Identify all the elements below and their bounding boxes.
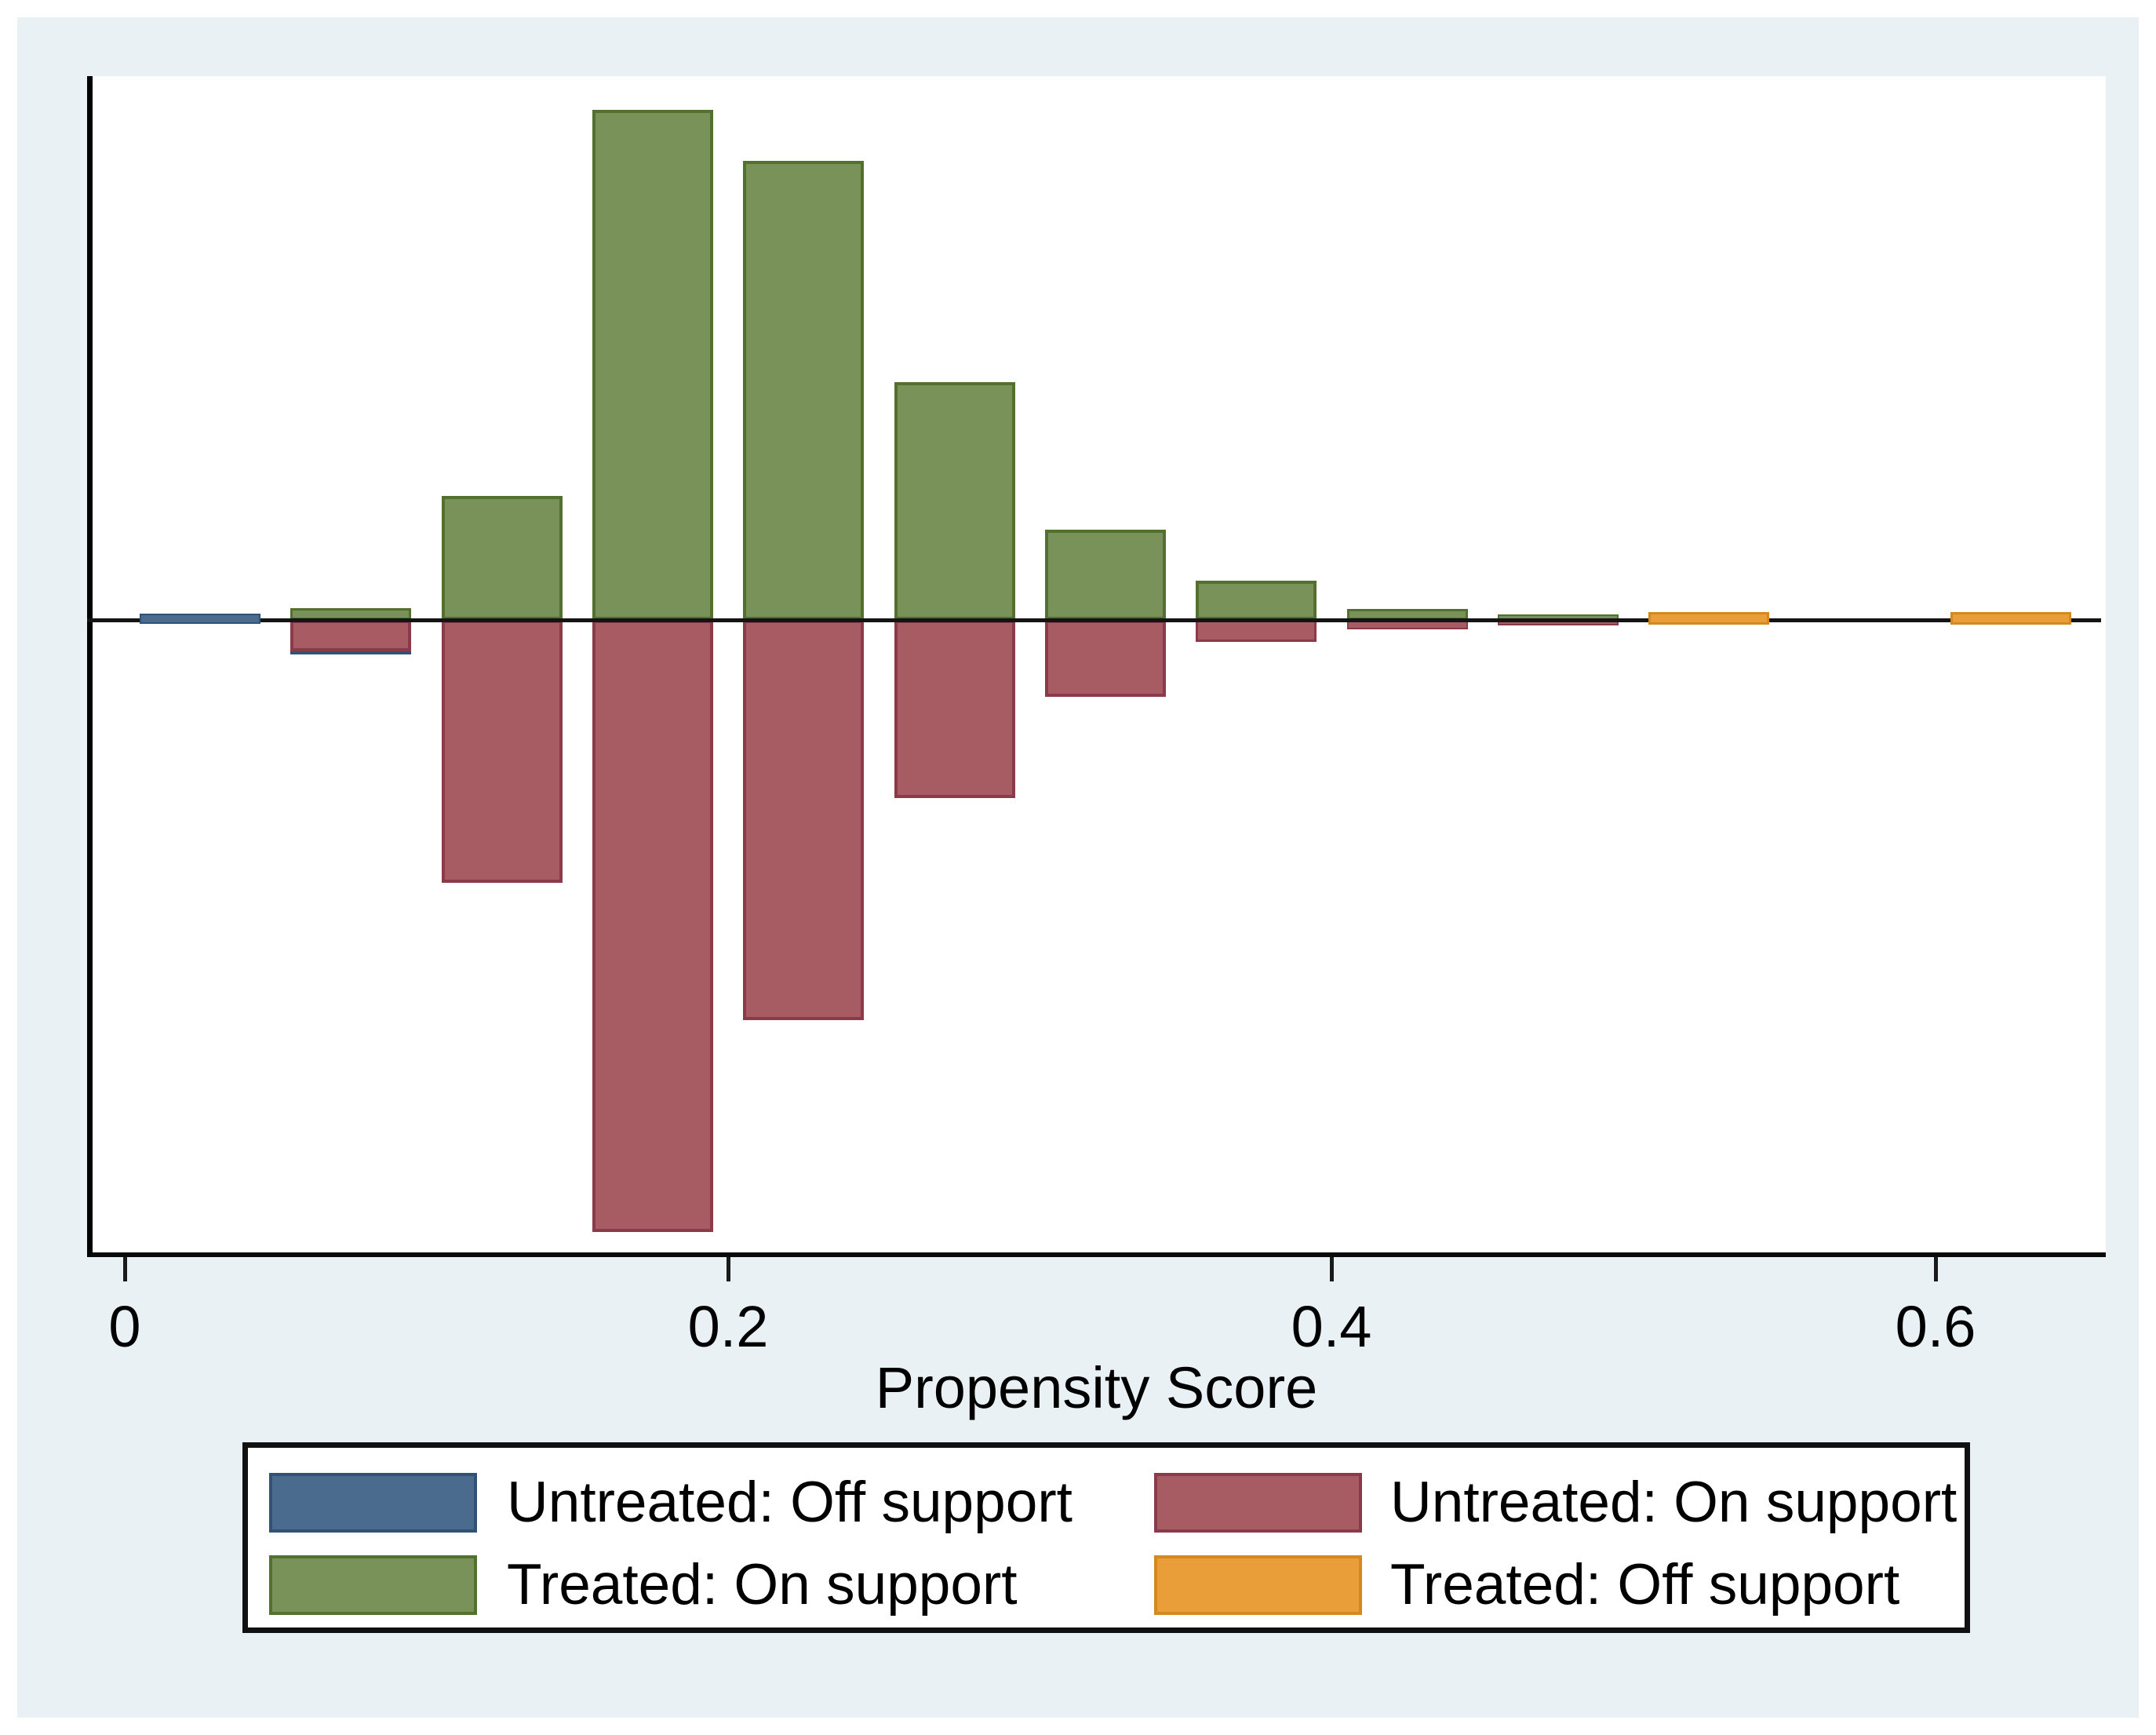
bar-treated-on-support: [743, 161, 864, 620]
zero-line: [87, 618, 2101, 622]
bar-treated-on-support: [1196, 581, 1317, 620]
bar-untreated-off-support: [140, 614, 260, 624]
bar-treated-off-support: [1950, 612, 2071, 625]
bar-untreated-on-support: [592, 620, 713, 1232]
legend-swatch-untreated-on-support: [1154, 1473, 1362, 1533]
bar-untreated-on-support: [894, 620, 1015, 798]
legend-label-untreated-off-support: Untreated: Off support: [507, 1471, 1073, 1534]
bar-treated-on-support: [894, 382, 1015, 620]
x-axis-tick-label: 0.4: [1291, 1294, 1372, 1359]
legend-label-treated-off-support: Treated: Off support: [1390, 1553, 1900, 1617]
x-axis-tick: [123, 1257, 127, 1281]
legend-swatch-untreated-off-support: [269, 1473, 477, 1533]
bar-untreated-on-support: [743, 620, 864, 1020]
bar-treated-on-support: [442, 496, 563, 620]
legend-swatch-treated-off-support: [1154, 1555, 1362, 1615]
x-axis-tick-label: 0.2: [687, 1294, 769, 1359]
bar-untreated-on-support: [442, 620, 563, 883]
legend-label-treated-on-support: Treated: On support: [507, 1553, 1018, 1617]
legend-label-untreated-on-support: Untreated: On support: [1390, 1471, 1958, 1534]
x-axis-tick: [1330, 1257, 1334, 1281]
bar-untreated-on-support: [1045, 620, 1166, 697]
bar-untreated-on-support: [1196, 620, 1317, 642]
bar-treated-off-support: [1648, 612, 1769, 625]
bar-untreated-on-support: [290, 620, 411, 651]
x-axis-tick: [1934, 1257, 1938, 1281]
legend-box: Untreated: Off support Untreated: On sup…: [242, 1442, 1970, 1633]
legend-swatch-treated-on-support: [269, 1555, 477, 1615]
x-axis-tick: [727, 1257, 730, 1281]
x-axis-tick-label: 0.6: [1895, 1294, 1976, 1359]
bar-treated-on-support: [1045, 530, 1166, 620]
bar-treated-on-support: [592, 110, 713, 620]
x-axis-tick-label: 0: [108, 1294, 141, 1359]
x-axis-title: Propensity Score: [875, 1355, 1318, 1420]
